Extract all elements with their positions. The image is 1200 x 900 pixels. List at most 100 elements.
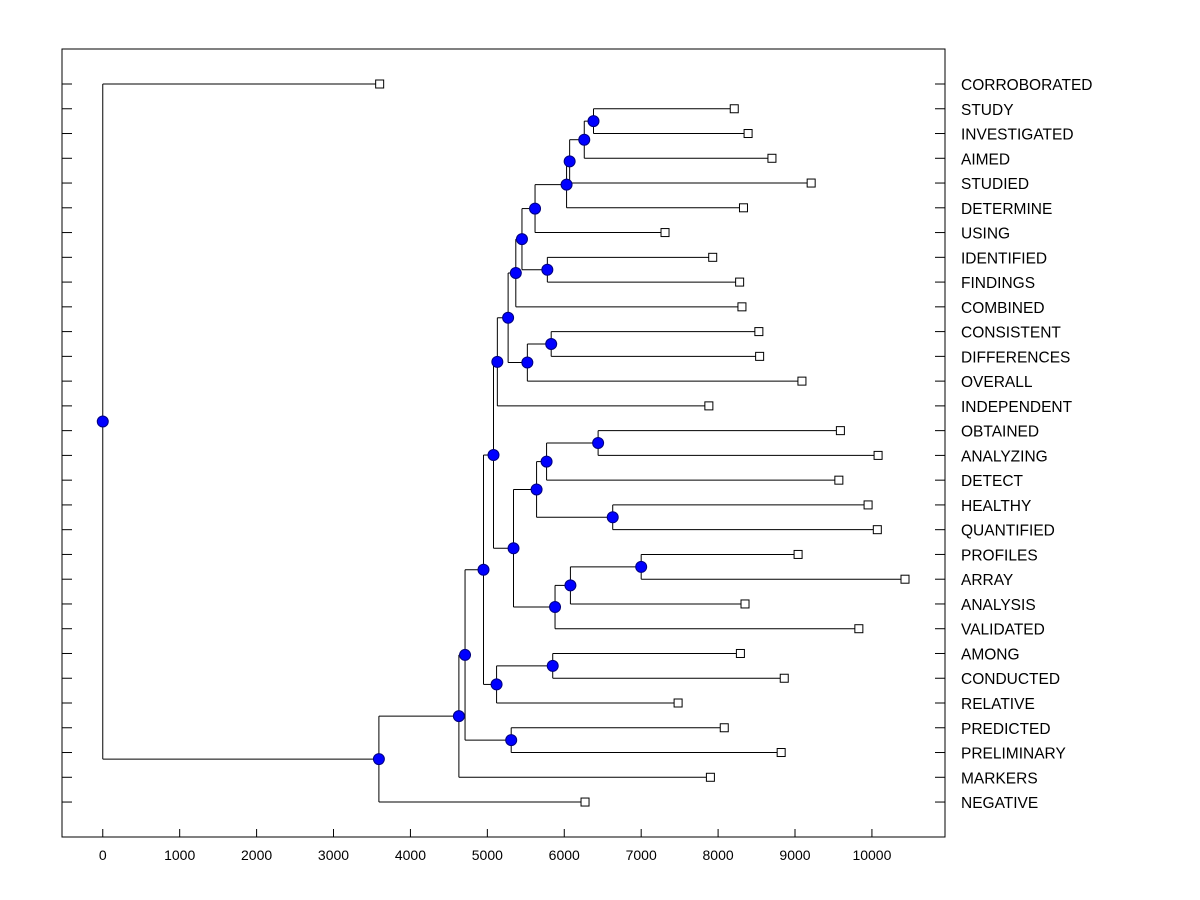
leaf-label-among: AMONG [961,646,1020,663]
leaf-marker-identified [708,252,718,262]
merge-node-n11 [502,311,515,324]
merge-node-n26 [459,648,472,661]
leaf-label-investigated: INVESTIGATED [961,127,1074,144]
merge-node-n6 [541,263,554,276]
y-ticks [62,83,945,803]
leaf-label-validated: VALIDATED [961,622,1045,639]
merge-nodes [96,115,648,766]
merge-node-n8 [509,266,522,279]
leaf-label-profiles: PROFILES [961,547,1038,564]
leaf-label-overall: OVERALL [961,374,1033,391]
leaf-marker-findings [735,277,745,287]
leaf-label-analyzing: ANALYZING [961,448,1048,465]
leaf-markers [375,79,910,807]
leaf-marker-studied [806,178,816,188]
x-tick-label-6000: 6000 [549,847,580,863]
merge-node-n24 [477,563,490,576]
leaf-label-determine: DETERMINE [961,201,1052,218]
leaf-marker-relative [673,698,683,708]
leaf-label-predicted: PREDICTED [961,721,1051,738]
merge-node-n23 [490,678,503,691]
leaf-marker-quantified [872,525,882,535]
leaf-marker-obtained [835,426,845,436]
leaf-label-relative: RELATIVE [961,696,1035,713]
x-tick-label-7000: 7000 [626,847,657,863]
merge-node-n5 [529,202,542,215]
leaf-marker-profiles [793,549,803,559]
merge-node-n17 [635,560,648,573]
leaf-marker-among [735,648,745,658]
leaf-label-array: ARRAY [961,572,1013,589]
leaf-label-healthy: HEALTHY [961,498,1031,515]
leaf-marker-investigated [743,129,753,139]
leaf-marker-preliminary [776,748,786,758]
leaf-label-differences: DIFFERENCES [961,349,1070,366]
leaf-marker-conducted [779,673,789,683]
merge-node-n7 [515,233,528,246]
merge-node-n27 [452,710,465,723]
leaf-marker-detect [834,475,844,485]
leaf-marker-study [729,104,739,114]
merge-node-n16 [530,483,543,496]
leaf-label-corroborated: CORROBORATED [961,77,1092,94]
merge-node-n28 [372,753,385,766]
merge-node-n9 [545,337,558,350]
merge-node-n25 [505,734,518,747]
leaf-marker-determine [738,203,748,213]
leaf-label-negative: NEGATIVE [961,795,1038,812]
leaf-label-consistent: CONSISTENT [961,325,1061,342]
x-tick-label-8000: 8000 [703,847,734,863]
merge-node-n14 [540,455,553,468]
merge-node-n13 [592,437,605,450]
leaf-label-preliminary: PRELIMINARY [961,746,1066,763]
merge-node-n22 [546,659,559,672]
leaf-label-detect: DETECT [961,473,1024,490]
leaf-marker-array [900,574,910,584]
x-tick-label-1000: 1000 [164,847,195,863]
leaf-marker-analyzing [873,450,883,460]
x-tick-label-2000: 2000 [241,847,272,863]
merge-node-n20 [507,542,520,555]
leaf-label-findings: FINDINGS [961,275,1035,292]
merge-node-n18 [564,579,577,592]
leaf-label-studied: STUDIED [961,176,1029,193]
leaf-marker-healthy [863,500,873,510]
leaf-label-obtained: OBTAINED [961,424,1039,441]
leaf-marker-corroborated [375,79,385,89]
leaf-marker-markers [705,772,715,782]
merge-node-n19 [549,601,562,614]
merge-node-n29 [96,415,109,428]
merge-node-n4 [560,178,573,191]
x-tick-label-0: 0 [99,847,107,863]
leaf-marker-differences [755,351,765,361]
leaf-marker-using [660,228,670,238]
merge-node-n1 [587,115,600,128]
merge-node-n10 [521,356,534,369]
leaf-marker-combined [737,302,747,312]
leaf-label-study: STUDY [961,102,1014,119]
x-tick-label-10000: 10000 [852,847,891,863]
leaf-label-independent: INDEPENDENT [961,399,1073,416]
leaf-labels: CORROBORATED STUDY INVESTIGATED AIMED STUDIE… [961,77,1092,812]
leaf-marker-predicted [719,723,729,733]
leaf-label-aimed: AIMED [961,151,1010,168]
leaf-marker-consistent [754,327,764,337]
leaf-marker-analysis [740,599,750,609]
x-tick-label-4000: 4000 [395,847,426,863]
x-tick-label-5000: 5000 [472,847,503,863]
merge-node-n12 [491,355,504,368]
leaf-marker-negative [580,797,590,807]
leaf-label-using: USING [961,226,1010,243]
x-tick-label-3000: 3000 [318,847,349,863]
leaf-label-markers: MARKERS [961,770,1038,787]
merge-node-n15 [606,511,619,524]
plot-frame [61,48,946,838]
leaf-label-conducted: CONDUCTED [961,671,1060,688]
leaf-marker-independent [704,401,714,411]
leaf-marker-overall [797,376,807,386]
leaf-label-combined: COMBINED [961,300,1045,317]
x-axis: 0 1000 2000 3000 4000 5000 6000 7000 8000 9000 100… [99,829,892,863]
leaf-marker-aimed [767,153,777,163]
leaf-marker-validated [854,624,864,634]
